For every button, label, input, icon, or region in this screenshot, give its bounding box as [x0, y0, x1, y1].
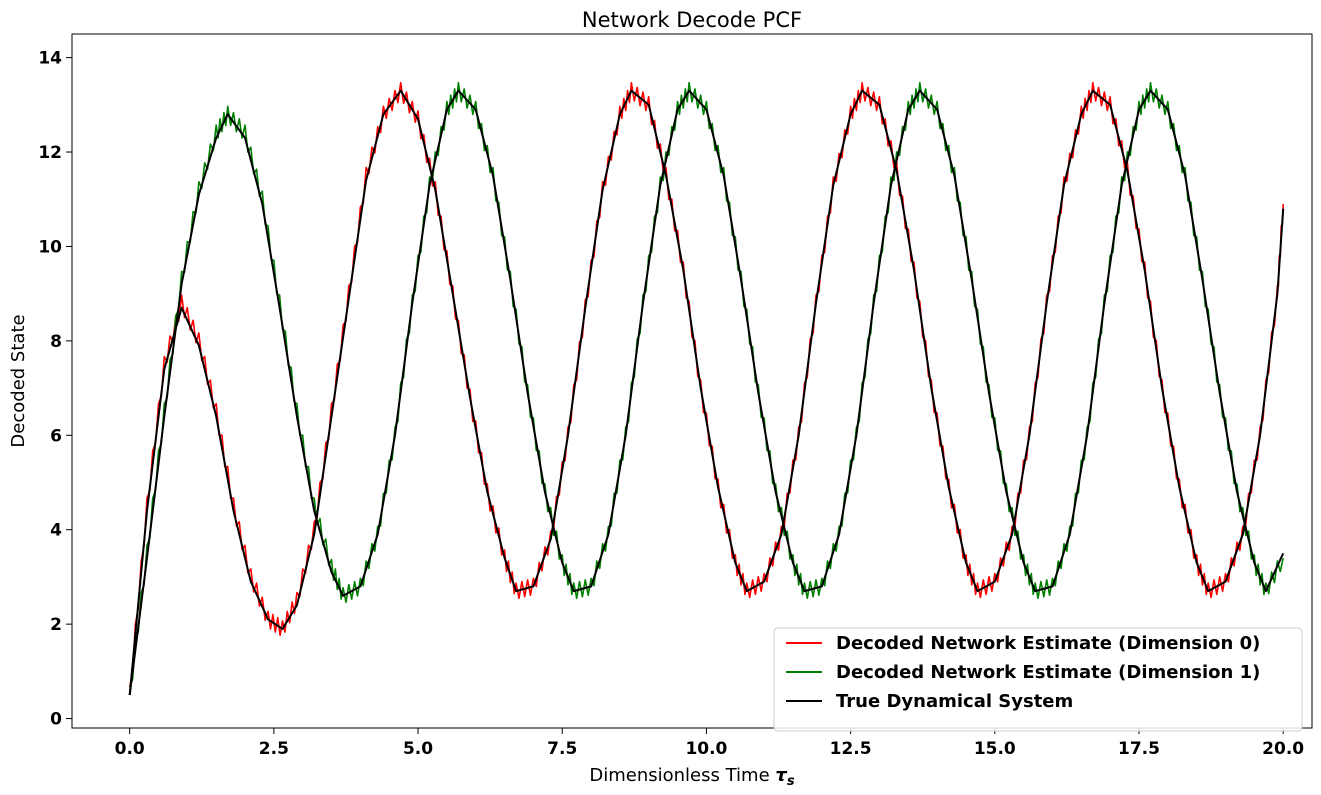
x-axis: 0.0 2.5 5.0 7.5 10.0 12.5 15.0 17.5 20.0	[115, 728, 1304, 759]
y-tick-label: 2	[50, 615, 62, 635]
series-line-3	[128, 89, 1285, 696]
series-line-0	[128, 81, 1284, 688]
x-tick-label: 17.5	[1118, 739, 1160, 759]
x-tick-label: 0.0	[115, 739, 145, 759]
x-tick-label: 5.0	[403, 739, 433, 759]
x-axis-label-symbol: τ	[775, 765, 787, 786]
series-line-2	[128, 89, 1285, 696]
x-axis-label-subscript: s	[787, 774, 795, 789]
y-tick-label: 14	[38, 49, 62, 69]
y-axis-label: Decoded State	[8, 314, 29, 447]
x-axis-label-text: Dimensionless Time	[589, 765, 769, 786]
legend-box	[773, 627, 1303, 732]
legend-label: Decoded Network Estimate (Dimension 1)	[836, 662, 1260, 683]
x-tick-label: 10.0	[685, 739, 727, 759]
x-tick-label: 7.5	[547, 739, 577, 759]
x-tick-label: 20.0	[1262, 739, 1304, 759]
legend-label: Decoded Network Estimate (Dimension 0)	[836, 633, 1260, 654]
chart-title: Network Decode PCF	[582, 8, 802, 32]
series-line-1	[128, 81, 1284, 688]
plot-area-frame	[71, 33, 1313, 729]
y-tick-label: 12	[38, 143, 62, 163]
x-axis-label: Dimensionless Time τs	[589, 765, 795, 789]
legend-label: True Dynamical System	[836, 691, 1073, 712]
series-layer	[128, 81, 1285, 696]
legend: Decoded Network Estimate (Dimension 0) De…	[773, 627, 1303, 732]
y-tick-label: 6	[50, 426, 62, 446]
x-tick-label: 12.5	[830, 739, 872, 759]
y-axis: 0 2 4 6 8 10 12 14	[38, 49, 72, 730]
y-tick-label: 10	[38, 237, 62, 257]
x-tick-label: 2.5	[259, 739, 289, 759]
x-tick-label: 15.0	[974, 739, 1016, 759]
y-tick-label: 4	[50, 521, 62, 541]
y-tick-label: 8	[50, 332, 62, 352]
y-tick-label: 0	[50, 710, 62, 730]
